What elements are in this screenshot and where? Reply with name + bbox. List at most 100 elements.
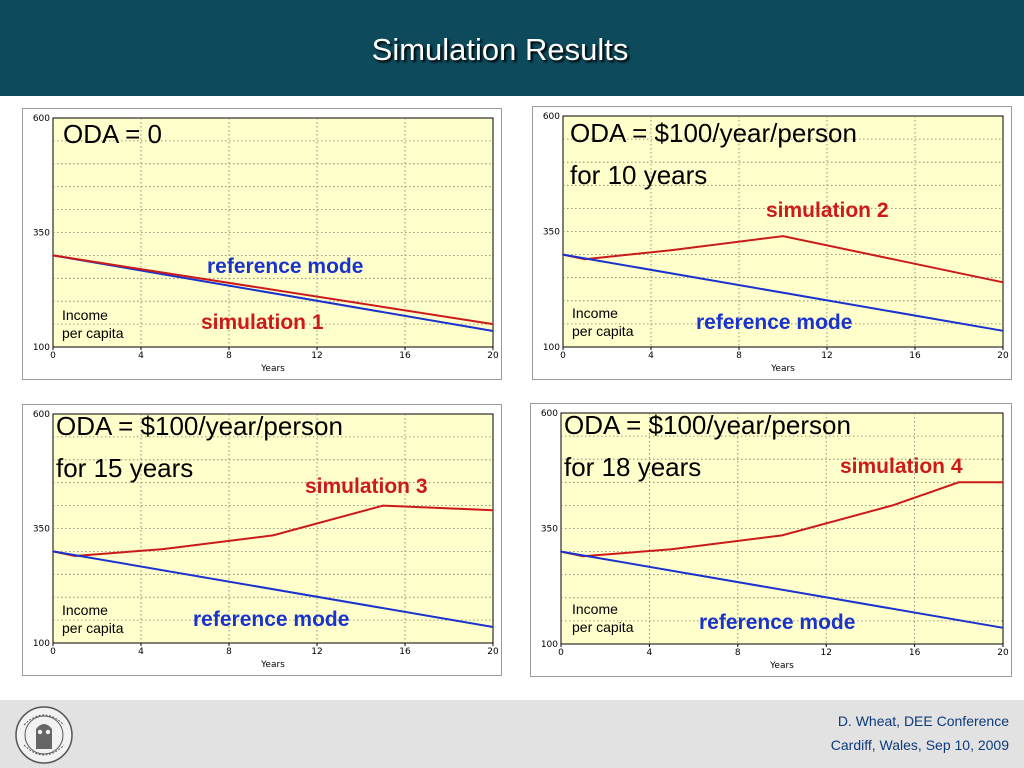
series-line-reference-mode xyxy=(52,254,494,332)
scenario-title-line-1: ODA = 0 xyxy=(63,119,162,149)
data-point-simulation-4 xyxy=(670,548,673,551)
y-tick-label: 350 xyxy=(33,229,50,239)
reference-mode-label: reference mode xyxy=(193,608,350,631)
y-tick-label: 600 xyxy=(33,114,50,124)
x-tick-label: 12 xyxy=(311,647,322,657)
series-line-simulation-1 xyxy=(52,254,494,326)
data-point-reference-mode xyxy=(1002,330,1004,332)
x-axis-title: Years xyxy=(260,364,285,374)
chart-panel-oda-10-years: 0 4 8 12 16 20 100 350 600 Years ODA = $100/year/… xyxy=(532,106,1012,380)
title-bar xyxy=(0,0,1024,96)
data-point-simulation-1 xyxy=(492,323,494,325)
y-tick-label: 600 xyxy=(541,409,558,419)
data-point-simulation-2 xyxy=(892,258,894,261)
data-point-reference-mode xyxy=(52,550,54,553)
x-tick-label: 16 xyxy=(909,351,921,361)
scenario-title: ODA = $100/year/person for 10 years xyxy=(570,112,857,196)
x-tick-label: 0 xyxy=(558,648,564,658)
x-tick-label: 16 xyxy=(909,648,921,658)
x-tick-label: 4 xyxy=(648,351,654,361)
chart-3: 0 4 8 12 16 20 100 350 600 Years xyxy=(33,410,499,670)
y-tick-label: 100 xyxy=(33,343,50,353)
simulation-label: simulation 3 xyxy=(305,475,428,498)
data-point-simulation-4 xyxy=(1002,481,1004,484)
x-tick-label: 0 xyxy=(50,647,56,657)
x-tick-label: 20 xyxy=(997,648,1009,658)
footer-author: D. Wheat, DEE Conference xyxy=(837,713,1009,729)
data-point-simulation-4 xyxy=(781,534,783,537)
scenario-title: ODA = $100/year/person for 15 years xyxy=(56,405,343,489)
chart-panel-oda-0: 0 4 8 12 16 20 100 350 600 Years ODA = 0 referenc… xyxy=(22,108,502,380)
data-point-reference-mode xyxy=(1002,627,1004,629)
y-tick-label: 350 xyxy=(33,525,50,535)
y-tick-label: 100 xyxy=(33,639,50,649)
variable-label: Income per capita xyxy=(62,602,124,636)
y-tick-label: 350 xyxy=(543,228,560,238)
x-tick-label: 8 xyxy=(226,351,232,361)
variable-label: Income per capita xyxy=(572,305,634,339)
x-tick-label: 4 xyxy=(138,647,144,657)
scenario-title-line-1: ODA = $100/year/person xyxy=(56,411,343,441)
scenario-title-line-1: ODA = $100/year/person xyxy=(570,118,857,148)
y-tick-label: 600 xyxy=(33,410,50,420)
y-tick-label: 600 xyxy=(543,112,560,122)
scenario-title: ODA = 0 xyxy=(63,114,162,156)
reference-mode-label: reference mode xyxy=(207,255,364,278)
x-tick-label: 0 xyxy=(50,351,56,361)
x-axis-title: Years xyxy=(770,364,795,374)
data-point-simulation-3 xyxy=(162,548,164,550)
simulation-label: simulation 2 xyxy=(766,199,889,222)
x-tick-label: 20 xyxy=(487,351,499,361)
x-tick-label: 12 xyxy=(821,351,832,361)
data-point-reference-mode xyxy=(492,626,494,628)
y-tick-label: 350 xyxy=(541,525,558,535)
footer-bar xyxy=(0,700,1024,768)
x-tick-label: 4 xyxy=(138,351,144,361)
series-line-reference-mode xyxy=(52,550,494,628)
chart-panel-oda-15-years: 0 4 8 12 16 20 100 350 600 Years ODA = $100/year/… xyxy=(22,404,502,676)
university-seal-logo xyxy=(15,706,73,764)
scenario-title-line-2: for 18 years xyxy=(564,452,702,482)
scenario-title: ODA = $100/year/person for 18 years xyxy=(564,404,851,488)
x-tick-label: 20 xyxy=(487,647,499,657)
data-point-simulation-1 xyxy=(52,254,54,257)
y-tick-label: 100 xyxy=(541,640,558,650)
x-tick-label: 12 xyxy=(820,648,831,658)
footer-event: Cardiff, Wales, Sep 10, 2009 xyxy=(830,737,1009,753)
x-tick-label: 12 xyxy=(311,351,322,361)
simulation-label: simulation 1 xyxy=(201,311,324,334)
data-point-simulation-2 xyxy=(1002,281,1004,284)
x-axis-title: Years xyxy=(769,661,794,671)
data-point-reference-mode xyxy=(492,330,494,332)
y-tick-label: 100 xyxy=(543,343,560,353)
data-point-simulation-4 xyxy=(891,504,894,507)
series-line-reference-mode xyxy=(562,253,1004,332)
chart-2: 0 4 8 12 16 20 100 350 600 Years xyxy=(543,112,1009,374)
scenario-title-line-2: for 15 years xyxy=(56,453,194,483)
chart-panel-oda-18-years: 0 4 8 12 16 20 100 350 600 Years ODA = $100/year/… xyxy=(530,403,1012,677)
x-tick-label: 8 xyxy=(735,648,741,658)
series-line-reference-mode xyxy=(560,550,1004,629)
scenario-title-line-1: ODA = $100/year/person xyxy=(564,410,851,440)
chart-1: 0 4 8 12 16 20 100 350 600 Years xyxy=(33,114,499,374)
x-tick-label: 0 xyxy=(560,351,566,361)
chart-4: 0 4 8 12 16 20 100 350 600 Years xyxy=(541,409,1009,671)
data-point-reference-mode xyxy=(562,253,564,256)
data-point-simulation-2 xyxy=(672,249,674,251)
data-point-simulation-3 xyxy=(382,504,384,507)
variable-label: Income per capita xyxy=(572,601,634,635)
data-point-simulation-3 xyxy=(272,534,274,537)
x-axis-title: Years xyxy=(260,660,285,670)
data-point-simulation-2 xyxy=(782,235,784,237)
data-point-reference-mode xyxy=(560,550,562,553)
x-tick-label: 8 xyxy=(736,351,742,361)
x-tick-label: 4 xyxy=(647,648,653,658)
data-point-simulation-3 xyxy=(492,509,494,511)
x-tick-label: 16 xyxy=(399,351,411,361)
slide-title: Simulation Results xyxy=(371,32,629,67)
variable-label: Income per capita xyxy=(62,307,124,341)
x-tick-label: 16 xyxy=(399,647,411,657)
reference-mode-label: reference mode xyxy=(699,611,856,634)
data-point-simulation-4 xyxy=(958,481,960,484)
x-tick-label: 8 xyxy=(226,647,232,657)
